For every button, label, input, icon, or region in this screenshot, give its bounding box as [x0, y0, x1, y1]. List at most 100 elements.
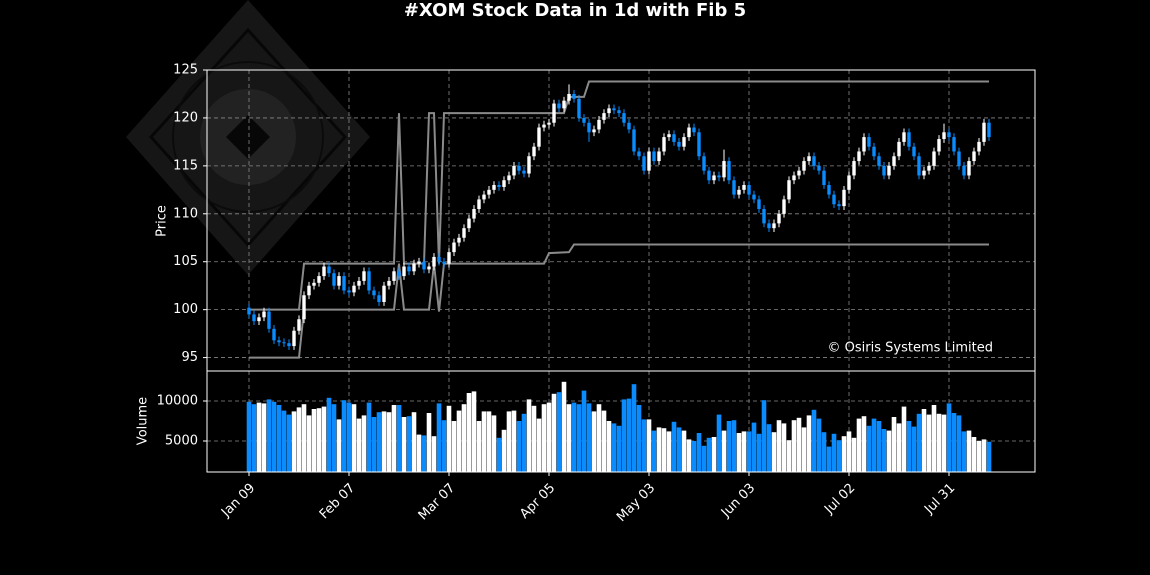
candle-body [797, 170, 801, 176]
volume-bar [336, 419, 342, 472]
candle-body [552, 103, 556, 123]
volume-bar [956, 415, 962, 472]
volume-bar [726, 421, 732, 472]
volume-bar [621, 399, 627, 472]
volume-bar [691, 441, 697, 472]
volume-bar [711, 437, 717, 472]
candle-body [497, 185, 501, 187]
volume-bar [881, 429, 887, 472]
candle-body [597, 119, 601, 130]
fib-line [249, 80, 989, 311]
volume-bar [721, 430, 727, 472]
candle-body [507, 175, 511, 181]
candle-body [812, 156, 816, 166]
candle-body [537, 127, 541, 147]
candle-body [672, 134, 676, 142]
candle-body [612, 108, 616, 111]
candle-body [702, 156, 706, 171]
candle-body [917, 156, 921, 176]
volume-bar [796, 417, 802, 472]
volume-bar [461, 404, 467, 472]
candle-body [402, 266, 406, 277]
volume-bar [436, 403, 442, 472]
volume-axis-label: Volume [136, 397, 151, 445]
candle-body [442, 261, 446, 264]
volume-bar [366, 402, 372, 472]
candle-body [882, 165, 886, 176]
y-tick-label: 95 [181, 350, 198, 365]
volume-bar [676, 427, 682, 472]
volume-bar [916, 413, 922, 472]
candle-body [727, 161, 731, 181]
candle-body [292, 330, 296, 347]
candle-body [877, 156, 881, 166]
volume-bar [316, 408, 322, 472]
volume-bar [866, 425, 872, 472]
candle-body [782, 199, 786, 214]
volume-bar [381, 411, 387, 472]
volume-bar [636, 405, 642, 472]
volume-bar [541, 404, 547, 472]
volume-bar [806, 415, 812, 472]
volume-bar [891, 417, 897, 472]
candle-body [322, 266, 326, 277]
candle-body [572, 93, 576, 99]
volume-bar [746, 431, 752, 472]
candle-body [932, 151, 936, 166]
candle-body [362, 271, 366, 281]
candle-body [817, 165, 821, 171]
candle-body [887, 165, 891, 176]
volume-bar [731, 420, 737, 472]
volume-bar [971, 437, 977, 472]
candle-body [447, 252, 451, 264]
volume-bar [926, 414, 932, 472]
volume-bar [286, 414, 292, 472]
volume-bar [406, 416, 412, 472]
candle-body [792, 175, 796, 181]
volume-bar [751, 422, 757, 472]
candle-body [937, 139, 941, 152]
candle-body [352, 285, 356, 293]
volume-bar [701, 445, 707, 472]
candle-body [427, 266, 431, 270]
candle-body [482, 194, 486, 200]
volume-bar [446, 405, 452, 472]
volume-bar [566, 404, 572, 472]
volume-bar [501, 429, 507, 472]
candle-body [392, 271, 396, 281]
volume-bar [716, 414, 722, 472]
candle-body [942, 132, 946, 140]
x-tick-label: Mar 07 [416, 481, 459, 524]
candle-body [307, 285, 311, 296]
volume-bar [556, 392, 562, 472]
volume-bar [546, 402, 552, 472]
candle-body [697, 132, 701, 157]
volume-bar [756, 433, 762, 472]
volume-bar [491, 415, 497, 472]
volume-bar [441, 420, 447, 472]
volume-bar [511, 410, 517, 472]
candle-body [867, 137, 871, 147]
volume-bar [766, 424, 772, 472]
x-tick-label: Jan 09 [218, 481, 258, 521]
volume-bar [291, 411, 297, 472]
candle-body [562, 100, 566, 109]
candle-body [922, 170, 926, 176]
volume-bar [821, 432, 827, 472]
x-tick-label: Jul 31 [921, 481, 958, 518]
volume-bar [411, 412, 417, 472]
volume-bar [586, 403, 592, 472]
volume-bar [321, 406, 327, 472]
candle-body [357, 280, 361, 286]
candle-body [587, 122, 591, 133]
volume-bar [421, 435, 427, 472]
candle-body [602, 113, 606, 120]
volume-bar [356, 418, 362, 472]
volume-bar [521, 413, 527, 472]
candle-body [652, 151, 656, 162]
candle-body [557, 103, 561, 109]
volume-bar [266, 399, 272, 472]
candle-body [542, 124, 546, 128]
candle-body [532, 146, 536, 157]
